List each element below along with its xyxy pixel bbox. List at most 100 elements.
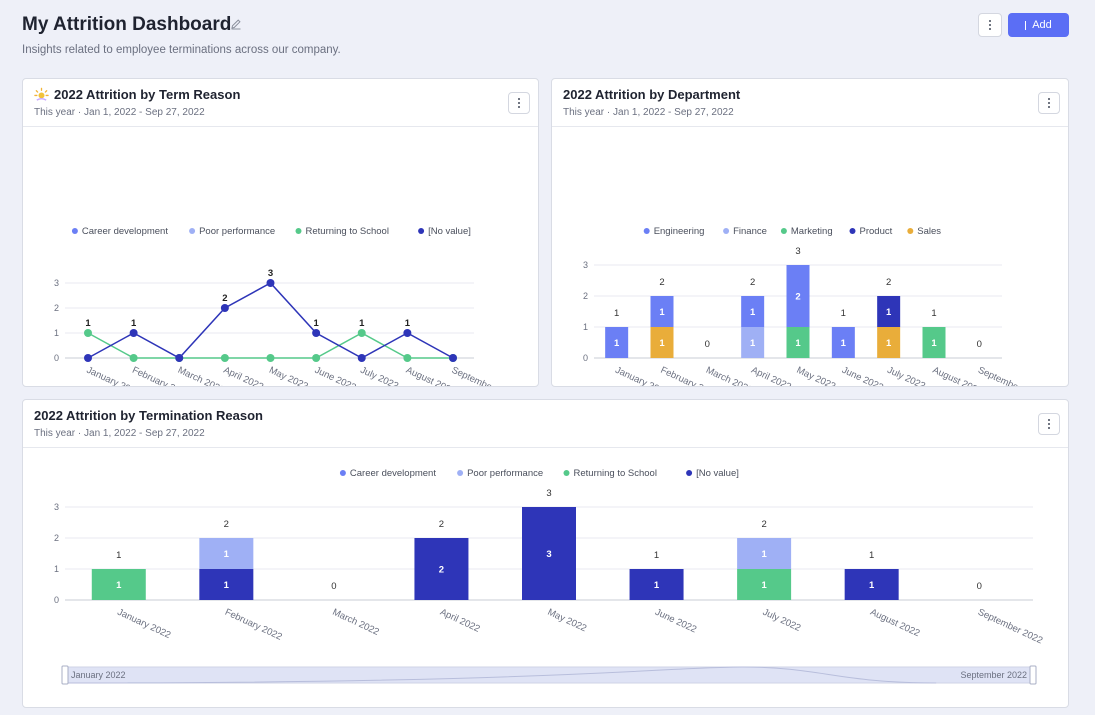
y-tick-label: 3 — [54, 502, 59, 512]
legend-marker-career — [339, 470, 346, 476]
chart-legend: Engineering Finance Marketing Product Sales — [643, 226, 941, 237]
dashboard-menu-button[interactable] — [978, 13, 1002, 37]
data-point — [312, 354, 321, 362]
y-tick-label: 2 — [54, 533, 59, 543]
bar-stack: 11 — [844, 550, 899, 600]
x-tick-label: January 2022 — [116, 607, 173, 641]
data-point — [129, 329, 138, 337]
x-tick-label: March 2022 — [176, 365, 226, 387]
bar-stack: 11 — [831, 308, 855, 358]
data-label: 1 — [131, 318, 137, 329]
slider-handle-end[interactable] — [1029, 665, 1037, 685]
card-subtitle: This year · Jan 1, 2022 - Sep 27, 2022 — [34, 428, 205, 439]
bar-segment-novalue — [629, 569, 684, 600]
bar-stack: 1 1 2 — [650, 277, 674, 358]
kebab-icon — [1048, 419, 1050, 429]
bar-segment-label: 1 — [224, 580, 230, 591]
legend-item-poor: Poor performance — [199, 226, 275, 237]
data-label: 3 — [268, 268, 273, 279]
bar-segment-label: 1 — [761, 580, 767, 591]
x-tick-label: March 2022 — [704, 365, 754, 387]
bar-stack: 11 — [922, 308, 946, 358]
data-label: 1 — [405, 318, 411, 329]
sun-icon — [34, 87, 49, 101]
bar-total-label: 0 — [977, 581, 982, 592]
date-range-slider[interactable]: January 2022 September 2022 — [61, 665, 1037, 685]
card-menu-button[interactable] — [1038, 413, 1060, 435]
legend-item-novalue: [No value] — [428, 226, 471, 237]
x-tick-label: August 2022 — [404, 365, 457, 387]
bar-segment-label: 2 — [439, 565, 444, 576]
chart-card-termination-reason-bar: 2022 Attrition by Termination Reason Thi… — [22, 399, 1069, 708]
card-title-text: 2022 Attrition by Termination Reason — [34, 408, 263, 423]
add-button[interactable]: Add — [1008, 13, 1069, 37]
bar-segment-marketing — [786, 327, 810, 358]
add-button-label: Add — [1032, 19, 1052, 31]
card-menu-button[interactable] — [508, 92, 530, 114]
legend-marker-engineering — [643, 228, 650, 234]
kebab-icon — [989, 20, 991, 30]
data-point — [357, 329, 366, 337]
x-tick-label: May 2022 — [267, 365, 309, 387]
bar-segment-label: 1 — [795, 338, 801, 349]
data-point — [175, 354, 184, 362]
bar-segment-finance — [741, 327, 765, 358]
bar-segment-label: 1 — [614, 338, 620, 349]
x-tick-label: April 2022 — [222, 365, 265, 387]
bar-total-label: 3 — [546, 488, 551, 499]
bar-stack: 0 — [977, 339, 982, 350]
x-tick-label: April 2022 — [749, 365, 792, 387]
bar-stack: 0 — [705, 339, 710, 350]
y-tick-label: 2 — [583, 291, 588, 301]
y-tick-label: 1 — [583, 322, 588, 332]
point-labels: 1 1 2 3 1 1 1 — [85, 268, 410, 329]
chart-card-department-bar: 2022 Attrition by Department This year ·… — [551, 78, 1069, 387]
data-point — [266, 354, 275, 362]
slider-handle-start[interactable] — [61, 665, 69, 685]
legend-item-career: Career development — [350, 468, 436, 479]
x-tick-label: July 2022 — [885, 365, 927, 387]
bar-stack: 1 1 2 — [737, 519, 792, 600]
bar-segment-school — [91, 569, 146, 600]
card-menu-button[interactable] — [1038, 92, 1060, 114]
x-tick-label: June 2022 — [840, 365, 885, 387]
page-subtitle: Insights related to employee termination… — [22, 44, 341, 56]
bar-segment-label: 1 — [869, 580, 875, 591]
bar-total-label: 1 — [614, 308, 619, 319]
bar-segment-novalue — [199, 569, 254, 600]
chart-card-term-reason-line: 2022 Attrition by Term Reason This year … — [22, 78, 539, 387]
y-tick-label: 3 — [583, 260, 588, 270]
bar-segment-label: 2 — [795, 292, 800, 303]
data-point — [403, 354, 412, 362]
legend-marker-marketing — [780, 228, 787, 234]
legend-marker-sales — [907, 228, 914, 234]
data-point — [312, 329, 321, 337]
data-point — [266, 279, 275, 287]
bar-total-label: 2 — [750, 277, 755, 288]
bar-stack: 1 1 2 — [199, 519, 254, 600]
pencil-icon[interactable] — [230, 18, 242, 30]
legend-marker-career — [71, 228, 78, 234]
legend-marker-school — [563, 470, 570, 476]
bar-total-label: 1 — [654, 550, 659, 561]
bar-segment-poor — [199, 538, 254, 569]
bar-segment-label: 1 — [654, 580, 660, 591]
data-point — [84, 329, 92, 337]
x-tick-label: July 2022 — [761, 607, 803, 634]
bar-stack: 0 — [977, 581, 982, 592]
bar-total-label: 1 — [841, 308, 846, 319]
bar-segment-label: 1 — [886, 338, 892, 349]
bar-segment-novalue — [844, 569, 899, 600]
bar-segment-label: 1 — [659, 307, 665, 318]
chart-term-reason-line: Career development Poor performance Return… — [54, 226, 518, 387]
bar-total-label: 1 — [869, 550, 874, 561]
legend-item-sales: Sales — [917, 226, 941, 237]
bar-segment-sales — [877, 327, 901, 358]
slider-start-label: January 2022 — [71, 670, 126, 680]
bar-stack: 1 1 2 — [877, 277, 901, 358]
bar-segment-novalue — [522, 507, 576, 600]
bar-segment-label: 1 — [886, 307, 892, 318]
